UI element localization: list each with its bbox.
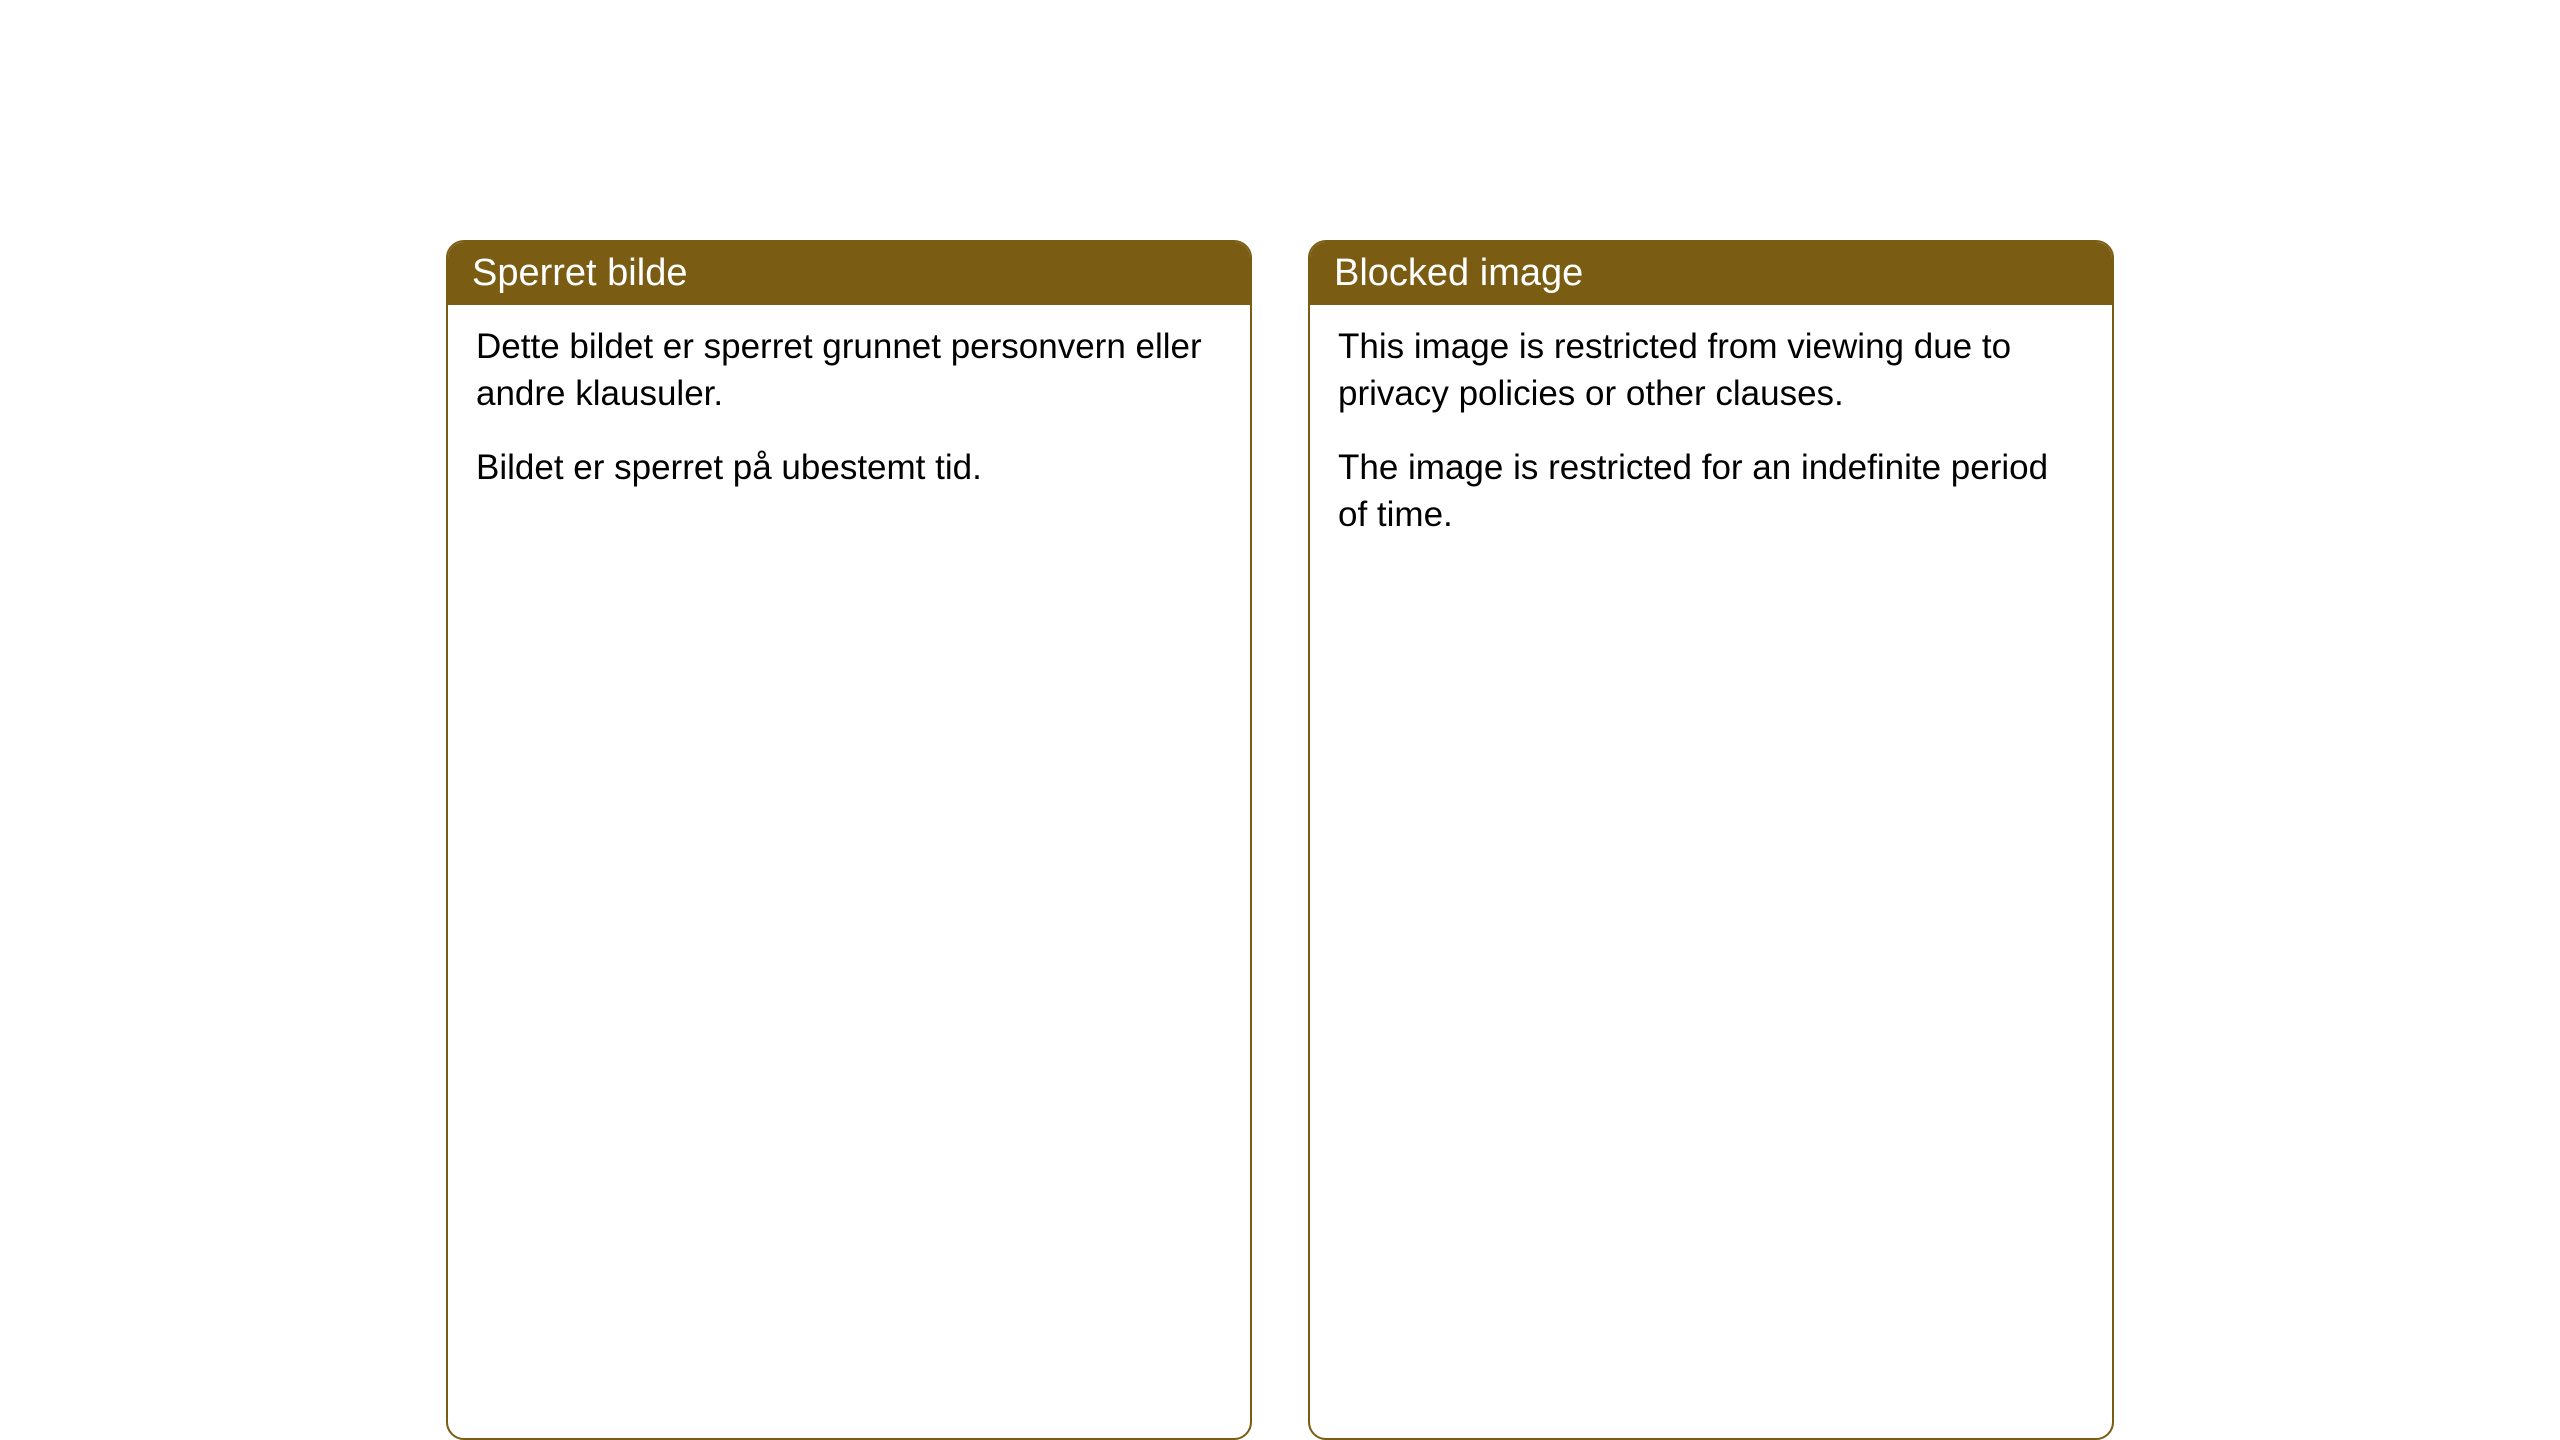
notice-cards-container: Sperret bilde Dette bildet er sperret gr… — [446, 240, 2114, 1440]
card-paragraph: The image is restricted for an indefinit… — [1338, 444, 2084, 539]
blocked-image-card-english: Blocked image This image is restricted f… — [1308, 240, 2114, 1440]
card-title: Blocked image — [1334, 252, 1583, 294]
card-header: Sperret bilde — [448, 242, 1250, 305]
card-header: Blocked image — [1310, 242, 2112, 305]
blocked-image-card-norwegian: Sperret bilde Dette bildet er sperret gr… — [446, 240, 1252, 1440]
card-body: Dette bildet er sperret grunnet personve… — [448, 305, 1250, 531]
card-paragraph: This image is restricted from viewing du… — [1338, 323, 2084, 418]
card-paragraph: Bildet er sperret på ubestemt tid. — [476, 444, 1222, 491]
card-paragraph: Dette bildet er sperret grunnet personve… — [476, 323, 1222, 418]
card-title: Sperret bilde — [472, 252, 687, 294]
card-body: This image is restricted from viewing du… — [1310, 305, 2112, 578]
